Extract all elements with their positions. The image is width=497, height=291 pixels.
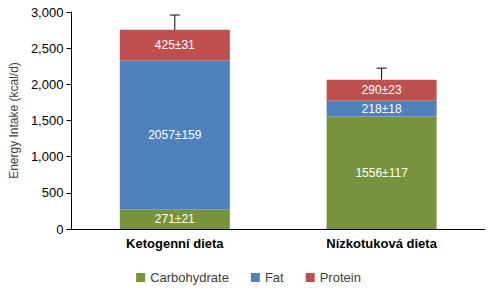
svg-text:271±21: 271±21	[155, 212, 195, 226]
svg-text:425±31: 425±31	[155, 38, 195, 52]
svg-text:0: 0	[56, 222, 63, 237]
svg-text:Fat: Fat	[265, 270, 284, 285]
svg-text:2,500: 2,500	[31, 41, 64, 56]
svg-text:Carbohydrate: Carbohydrate	[150, 270, 229, 285]
svg-text:500: 500	[42, 185, 64, 200]
svg-text:1,000: 1,000	[31, 149, 64, 164]
svg-text:Nízkotuková dieta: Nízkotuková dieta	[326, 236, 437, 251]
svg-text:Ketogenní dieta: Ketogenní dieta	[126, 236, 224, 251]
svg-text:Energy Intake (kcal/d): Energy Intake (kcal/d)	[7, 62, 21, 179]
svg-text:290±23: 290±23	[362, 83, 402, 97]
svg-text:3,000: 3,000	[31, 5, 64, 20]
svg-text:1556±117: 1556±117	[355, 166, 408, 180]
svg-text:218±18: 218±18	[362, 102, 402, 116]
svg-text:1,500: 1,500	[31, 113, 64, 128]
svg-text:Protein: Protein	[320, 270, 361, 285]
svg-text:2,000: 2,000	[31, 77, 64, 92]
svg-text:2057±159: 2057±159	[148, 128, 202, 142]
